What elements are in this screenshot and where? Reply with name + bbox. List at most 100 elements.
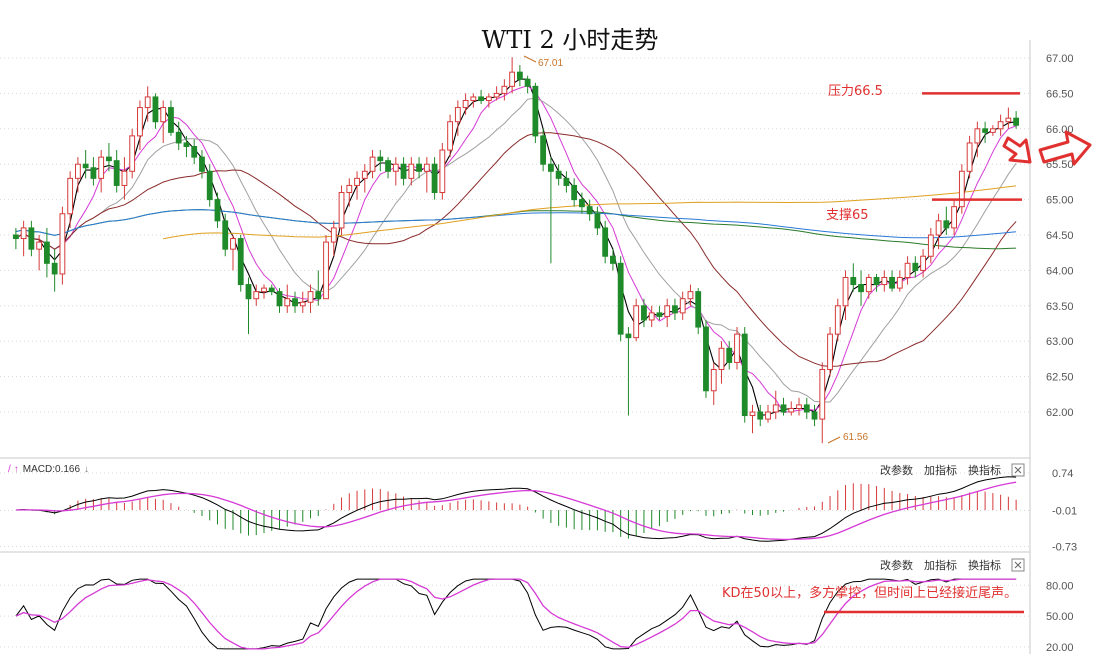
candle-body [59, 213, 66, 275]
candle-body [183, 142, 190, 148]
candle-body [819, 369, 826, 420]
candle-body [478, 96, 485, 101]
candle-body [98, 156, 105, 179]
candle [315, 270, 322, 306]
candle-body [873, 276, 880, 286]
macd-grid [0, 472, 1030, 547]
candle [478, 89, 485, 105]
macd-add-indicator-button[interactable]: 加指标 [924, 463, 957, 477]
macd-dif-line [15, 476, 1017, 542]
candle [59, 206, 66, 285]
kd-y-tick-label: 50.00 [1046, 611, 1074, 623]
kd-switch-indicator-button[interactable]: 换指标 [968, 558, 1001, 572]
candle-body [889, 276, 895, 289]
candle [253, 284, 260, 306]
candle [796, 397, 802, 416]
candle-body [222, 220, 229, 250]
candle [191, 139, 198, 165]
candle-body [734, 333, 740, 363]
candle-body [447, 121, 453, 151]
kd-annotation: KD在50以上，多方掌控，但时间上已经接近尾声。 [722, 585, 1017, 601]
candle [222, 213, 229, 257]
candle [555, 164, 562, 186]
candle-body [20, 227, 27, 240]
candle [144, 86, 151, 122]
candle-body [625, 333, 632, 339]
candle-body [323, 241, 329, 300]
candle [920, 249, 926, 278]
candle [292, 291, 298, 313]
candle-body [199, 156, 205, 172]
y-tick-label: 66.50 [1046, 88, 1074, 100]
candle [734, 327, 740, 370]
candle-body [51, 262, 58, 275]
candle [377, 150, 384, 172]
candle-body [423, 163, 430, 172]
candle-body [168, 107, 174, 133]
candle-body [532, 85, 539, 137]
kd-toolbar: 改参数 加指标 换指标 [880, 558, 1025, 572]
candle-body [904, 262, 911, 278]
candle-body [547, 163, 554, 172]
candle [82, 150, 89, 179]
candle [679, 291, 686, 320]
down-arrow-icon [1002, 136, 1032, 164]
candle [757, 404, 764, 427]
kd-add-indicator-button[interactable]: 加指标 [924, 558, 957, 572]
candle [90, 157, 97, 186]
candle-body [129, 135, 136, 172]
ma-line-90 [15, 209, 1017, 239]
candle-body [571, 184, 578, 201]
candle-body [989, 128, 996, 133]
candle [354, 171, 360, 200]
candle [904, 256, 911, 285]
candle-body [28, 227, 35, 250]
candle [206, 164, 213, 207]
candle-body [346, 184, 353, 194]
candle [974, 121, 981, 158]
macd-y-tick-label: -0.01 [1052, 506, 1077, 518]
candle-body [1005, 117, 1012, 123]
candle [43, 227, 50, 278]
candle [230, 235, 236, 271]
candle-body [703, 326, 709, 392]
candle-body [276, 291, 283, 307]
candle [1005, 107, 1012, 129]
candle [454, 100, 461, 136]
candle [966, 135, 973, 179]
candle-body [656, 312, 663, 317]
kd-edit-params-button[interactable]: 改参数 [880, 558, 913, 572]
candle-body [648, 312, 655, 321]
candle-body [997, 121, 1004, 130]
candle [284, 284, 291, 313]
candle [958, 164, 965, 214]
candle-body [982, 128, 989, 133]
candle [51, 249, 58, 292]
y-tick-label: 62.50 [1046, 372, 1074, 384]
candle [571, 178, 578, 207]
candle [175, 121, 182, 151]
candle [633, 298, 640, 342]
candle [516, 65, 523, 87]
candle-body [788, 407, 795, 413]
kd-close-icon[interactable] [1011, 558, 1025, 572]
candle-body [741, 333, 748, 417]
candle-body [245, 284, 252, 300]
candle-body [834, 305, 841, 335]
macd-y-tick-label: -0.73 [1052, 542, 1077, 554]
candle-body [726, 347, 733, 363]
candle [772, 390, 779, 420]
macd-close-icon[interactable] [1011, 463, 1025, 477]
macd-edit-params-button[interactable]: 改参数 [880, 463, 913, 477]
candle-body [516, 71, 523, 80]
macd-dea-line [15, 481, 1017, 541]
candle [346, 178, 353, 207]
candle [625, 327, 632, 416]
candle [563, 171, 570, 193]
candle-body [555, 170, 562, 179]
candle-body [765, 411, 771, 420]
macd-switch-indicator-button[interactable]: 换指标 [968, 463, 1001, 477]
candle-body [268, 287, 275, 293]
candle-body [695, 291, 702, 328]
candle-body [369, 156, 376, 172]
